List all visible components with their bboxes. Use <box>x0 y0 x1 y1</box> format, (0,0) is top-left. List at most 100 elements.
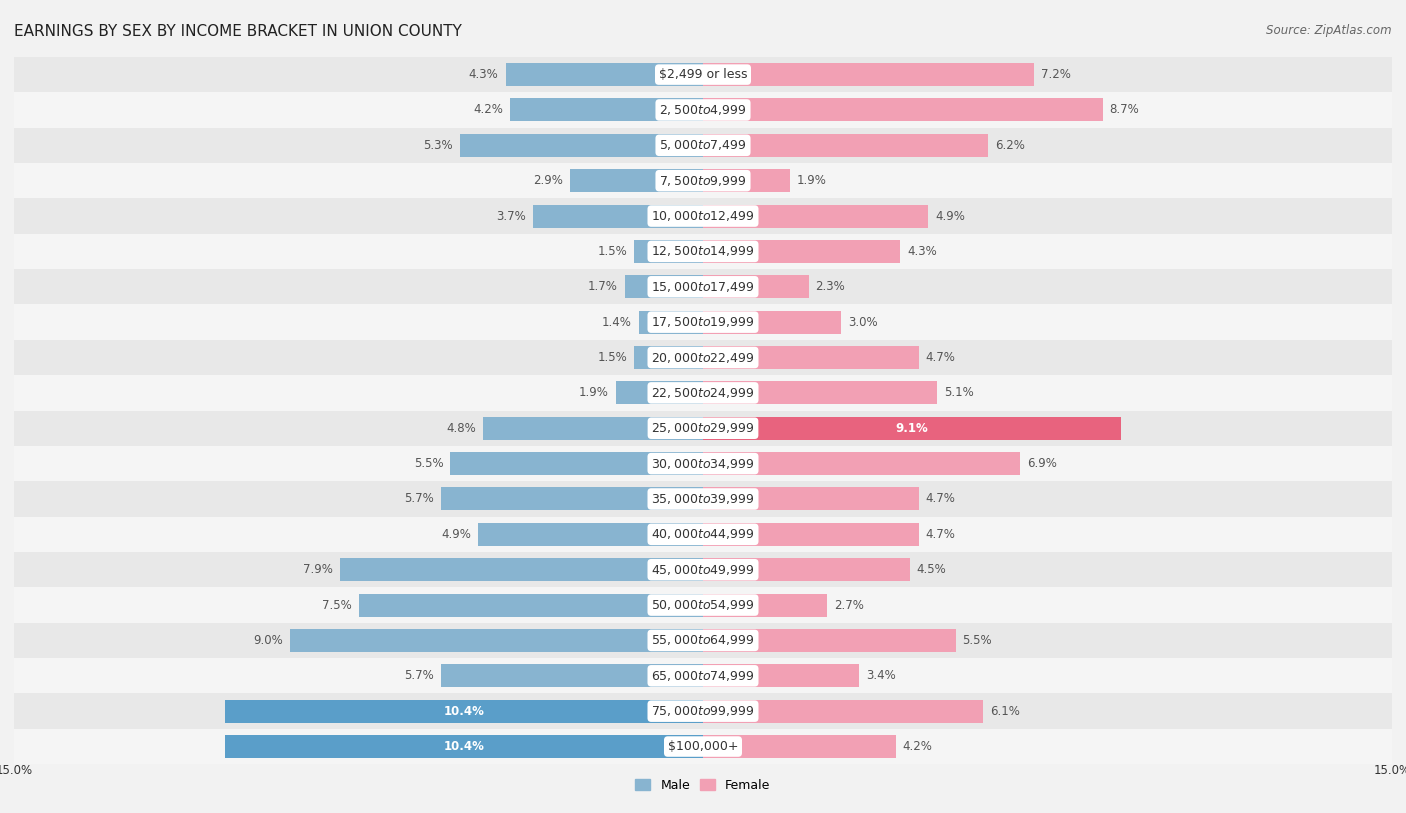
Bar <box>510 98 703 121</box>
Bar <box>703 629 956 652</box>
Text: 6.1%: 6.1% <box>990 705 1019 718</box>
Bar <box>14 446 1392 481</box>
Text: 6.2%: 6.2% <box>994 139 1025 152</box>
Text: $2,500 to $4,999: $2,500 to $4,999 <box>659 103 747 117</box>
Text: $17,500 to $19,999: $17,500 to $19,999 <box>651 315 755 329</box>
Bar <box>14 340 1392 375</box>
Bar <box>478 523 703 546</box>
Text: 5.7%: 5.7% <box>405 669 434 682</box>
Text: 9.1%: 9.1% <box>896 422 928 435</box>
Text: $5,000 to $7,499: $5,000 to $7,499 <box>659 138 747 152</box>
Text: 10.4%: 10.4% <box>444 740 485 753</box>
Text: 4.5%: 4.5% <box>917 563 946 576</box>
Text: $50,000 to $54,999: $50,000 to $54,999 <box>651 598 755 612</box>
Bar <box>14 269 1392 304</box>
Bar <box>703 735 896 758</box>
Text: $20,000 to $22,499: $20,000 to $22,499 <box>651 350 755 364</box>
Text: 15.0%: 15.0% <box>1374 764 1406 777</box>
Bar <box>290 629 703 652</box>
Bar <box>441 664 703 687</box>
Bar <box>14 304 1392 340</box>
Bar <box>703 488 920 511</box>
Text: 1.5%: 1.5% <box>598 245 627 258</box>
Text: $2,499 or less: $2,499 or less <box>659 68 747 81</box>
Bar <box>624 276 703 298</box>
Text: 7.2%: 7.2% <box>1040 68 1070 81</box>
Bar <box>533 205 703 228</box>
Text: $22,500 to $24,999: $22,500 to $24,999 <box>651 386 755 400</box>
Bar <box>359 593 703 616</box>
Bar <box>225 735 703 758</box>
Text: 4.9%: 4.9% <box>441 528 471 541</box>
Text: 1.9%: 1.9% <box>797 174 827 187</box>
Text: 4.2%: 4.2% <box>474 103 503 116</box>
Bar <box>703 664 859 687</box>
Text: 4.7%: 4.7% <box>925 493 956 506</box>
Bar <box>14 92 1392 128</box>
Bar <box>703 381 938 404</box>
Bar <box>14 128 1392 163</box>
Bar <box>634 240 703 263</box>
Text: 3.0%: 3.0% <box>848 315 877 328</box>
Bar <box>14 198 1392 234</box>
Bar <box>14 552 1392 587</box>
Bar <box>703 205 928 228</box>
Text: $100,000+: $100,000+ <box>668 740 738 753</box>
Text: $40,000 to $44,999: $40,000 to $44,999 <box>651 528 755 541</box>
Bar <box>703 700 983 723</box>
Bar <box>14 163 1392 198</box>
Bar <box>14 411 1392 446</box>
Text: $75,000 to $99,999: $75,000 to $99,999 <box>651 704 755 718</box>
Text: 5.3%: 5.3% <box>423 139 453 152</box>
Bar <box>14 693 1392 729</box>
Text: 5.7%: 5.7% <box>405 493 434 506</box>
Bar <box>14 623 1392 659</box>
Text: $12,500 to $14,999: $12,500 to $14,999 <box>651 245 755 259</box>
Bar <box>703 523 920 546</box>
Bar <box>638 311 703 333</box>
Text: 6.9%: 6.9% <box>1026 457 1057 470</box>
Bar <box>225 700 703 723</box>
Text: 1.4%: 1.4% <box>602 315 631 328</box>
Text: 8.7%: 8.7% <box>1109 103 1139 116</box>
Text: 5.5%: 5.5% <box>413 457 443 470</box>
Text: 9.0%: 9.0% <box>253 634 283 647</box>
Bar <box>506 63 703 86</box>
Text: $65,000 to $74,999: $65,000 to $74,999 <box>651 669 755 683</box>
Text: 4.3%: 4.3% <box>468 68 499 81</box>
Text: $10,000 to $12,499: $10,000 to $12,499 <box>651 209 755 223</box>
Bar <box>703 169 790 192</box>
Text: 3.4%: 3.4% <box>866 669 896 682</box>
Text: 15.0%: 15.0% <box>0 764 32 777</box>
Text: 4.7%: 4.7% <box>925 351 956 364</box>
Bar <box>703 98 1102 121</box>
Text: 1.7%: 1.7% <box>588 280 619 293</box>
Bar <box>340 559 703 581</box>
Legend: Male, Female: Male, Female <box>630 774 776 797</box>
Text: $45,000 to $49,999: $45,000 to $49,999 <box>651 563 755 576</box>
Text: $55,000 to $64,999: $55,000 to $64,999 <box>651 633 755 647</box>
Text: Source: ZipAtlas.com: Source: ZipAtlas.com <box>1267 24 1392 37</box>
Text: 7.9%: 7.9% <box>304 563 333 576</box>
Text: 4.8%: 4.8% <box>446 422 475 435</box>
Bar <box>482 417 703 440</box>
Bar <box>14 517 1392 552</box>
Bar <box>14 659 1392 693</box>
Text: 4.9%: 4.9% <box>935 210 965 223</box>
Bar <box>703 559 910 581</box>
Bar <box>450 452 703 475</box>
Text: $30,000 to $34,999: $30,000 to $34,999 <box>651 457 755 471</box>
Bar <box>14 729 1392 764</box>
Bar <box>14 376 1392 411</box>
Text: 10.4%: 10.4% <box>444 705 485 718</box>
Text: 1.9%: 1.9% <box>579 386 609 399</box>
Bar <box>703 417 1121 440</box>
Text: 2.9%: 2.9% <box>533 174 562 187</box>
Bar <box>634 346 703 369</box>
Text: EARNINGS BY SEX BY INCOME BRACKET IN UNION COUNTY: EARNINGS BY SEX BY INCOME BRACKET IN UNI… <box>14 24 463 39</box>
Bar <box>703 63 1033 86</box>
Bar <box>616 381 703 404</box>
Text: $35,000 to $39,999: $35,000 to $39,999 <box>651 492 755 506</box>
Text: $15,000 to $17,499: $15,000 to $17,499 <box>651 280 755 293</box>
Text: 2.7%: 2.7% <box>834 598 863 611</box>
